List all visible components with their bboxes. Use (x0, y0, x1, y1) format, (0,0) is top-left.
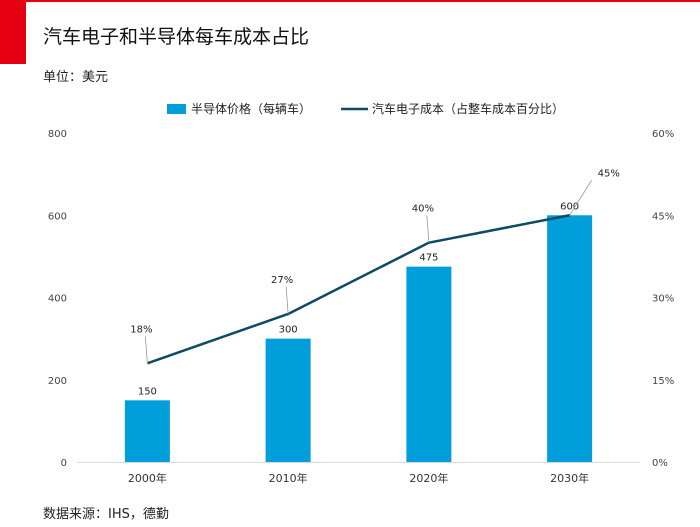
legend-bar-label: 半导体价格（每辆车） (191, 101, 311, 116)
y-left-tick-label: 400 (48, 294, 67, 305)
line-label-leader (426, 215, 430, 243)
chart-canvas: 0 200 400 600 800 0% 15% 30% 45% 60% 150 300 475 600 2… (48, 101, 674, 485)
line-value-label: 27% (271, 275, 293, 286)
legend-line-label: 汽车电子成本（占整车成本百分比） (372, 101, 564, 116)
y-right-tick-label: 45% (652, 211, 674, 222)
red-accent-block (0, 2, 26, 64)
y-right-tick-label: 60% (652, 129, 674, 140)
bar-1 (265, 338, 311, 462)
unit-label: 单位：美元 (43, 70, 109, 85)
y-right-tick-label: 0% (652, 458, 668, 469)
bar-value-label: 150 (138, 386, 157, 397)
source-note: 数据来源：IHS，德勤 (43, 507, 169, 522)
line-label-leader (569, 180, 592, 216)
bar-3 (547, 215, 593, 462)
y-right-tick-label: 15% (652, 376, 674, 387)
bar-value-label: 300 (279, 325, 298, 336)
y-left-tick-label: 0 (61, 458, 67, 469)
x-tick-label: 2030年 (550, 471, 589, 485)
y-left-tick-label: 800 (48, 129, 67, 140)
x-tick-label: 2000年 (128, 471, 167, 485)
y-left-tick-label: 200 (48, 376, 67, 387)
y-left-tick-label: 600 (48, 211, 67, 222)
x-tick-label: 2020年 (409, 471, 448, 485)
y-right-tick-label: 30% (652, 294, 674, 305)
bar-value-label: 600 (560, 201, 579, 212)
bar-0 (124, 400, 170, 462)
legend-bar-swatch (167, 104, 186, 114)
line-value-label: 40% (412, 204, 434, 215)
bar-value-label: 475 (419, 253, 438, 264)
chart-title: 汽车电子和半导体每车成本占比 (43, 26, 310, 48)
line-series (146, 214, 570, 365)
line-value-label: 45% (598, 168, 620, 179)
bar-2 (406, 266, 452, 462)
top-accent-rule (0, 0, 700, 2)
line-value-label: 18% (130, 324, 152, 335)
x-tick-label: 2010年 (269, 471, 308, 485)
line-label-leader (285, 286, 289, 314)
line-label-leader (144, 336, 148, 364)
